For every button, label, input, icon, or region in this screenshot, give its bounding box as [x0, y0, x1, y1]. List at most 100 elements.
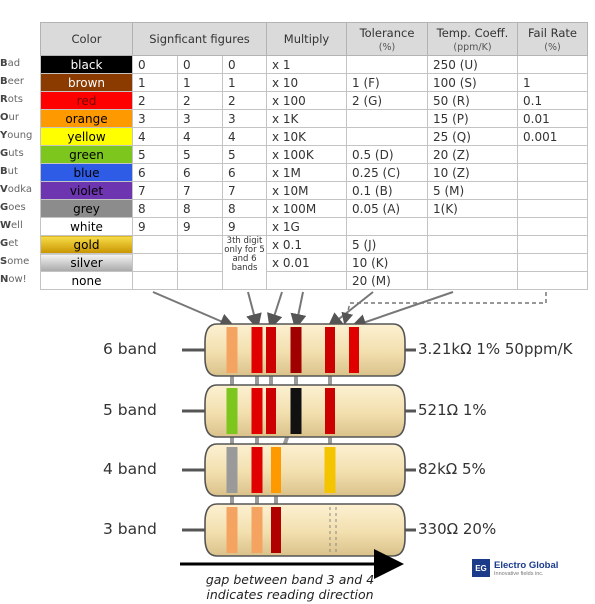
mnemonic-initial: B [0, 58, 8, 69]
color-code-table: Color Signficant figures Multiply Tolera… [40, 22, 588, 290]
mnemonic-rest: ow! [8, 274, 27, 285]
resistor-value-label: 82kΩ 5% [418, 460, 486, 478]
mnemonic-word: Some [0, 256, 29, 267]
band-count-label: 5 band [103, 401, 157, 419]
electro-global-logo: EG Electro Global Innovative fields inc. [472, 559, 558, 577]
mnemonic-initial: W [0, 220, 12, 231]
color-cell: blue [40, 163, 133, 182]
pointer-arrow [152, 291, 236, 329]
mnemonic-rest: ots [7, 94, 23, 105]
color-band [226, 388, 238, 434]
resistor-value-label: 3.21kΩ 1% 50ppm/K [418, 340, 573, 358]
pointer-arrow [326, 291, 374, 329]
mnemonic-word: Vodka [0, 184, 32, 195]
color-cell: green [40, 145, 133, 164]
color-band [226, 507, 238, 553]
third-digit-note: 3th digit only for 5 and 6 bands [222, 235, 267, 290]
color-band [271, 447, 281, 493]
tolerance-cell: 2 (G) [346, 91, 428, 110]
pointer-arrow [350, 291, 454, 330]
mnemonic-initial: B [0, 76, 8, 87]
color-cell: yellow [40, 127, 133, 146]
table-row: none 20 (M) [40, 271, 588, 290]
mnemonic-word: Bad [0, 58, 20, 69]
digit-2-cell [177, 271, 223, 290]
mnemonic-word: Guts [0, 148, 24, 159]
mnemonic-initial: G [0, 202, 9, 213]
fail-rate-cell: 0.01 [517, 109, 588, 128]
header-fail-rate: Fail Rate (%) [517, 22, 588, 56]
color-cell: white [40, 217, 133, 236]
mnemonic-rest: oung [7, 130, 33, 141]
temp-coeff-cell: 15 (P) [427, 109, 518, 128]
tolerance-cell: 0.5 (D) [346, 145, 428, 164]
header-temp-coeff: Temp. Coeff. (ppm/K) [427, 22, 518, 56]
table-row: yellow 4 4 4 x 10K 25 (Q) 0.001 [40, 127, 588, 146]
logo-mark-icon: EG [472, 559, 490, 577]
dashed-pointer-arrow [341, 292, 547, 325]
mnemonic-word: Well [0, 220, 23, 231]
temp-coeff-cell: 250 (U) [427, 55, 518, 74]
mnemonic-initial: V [0, 184, 8, 195]
multiplier-cell: x 10M [266, 181, 347, 200]
mnemonic-rest: ell [11, 220, 23, 231]
color-band [266, 388, 276, 434]
mnemonic-rest: odka [7, 184, 32, 195]
mnemonic-word: Goes [0, 202, 26, 213]
color-band [226, 327, 238, 373]
resistor-value-label: 521Ω 1% [418, 401, 487, 419]
caption-line-1: gap between band 3 and 4 [205, 572, 375, 587]
reading-direction-caption: gap between band 3 and 4 indicates readi… [150, 572, 430, 602]
color-band [325, 327, 335, 373]
band-count-label: 4 band [103, 460, 157, 478]
color-band [349, 327, 359, 373]
mnemonic-rest: ome [7, 256, 30, 267]
color-band [251, 388, 263, 434]
mnemonic-word: Young [0, 130, 32, 141]
mnemonic-initial: G [0, 238, 9, 249]
header-tolerance: Tolerance (%) [346, 22, 428, 56]
mnemonic-initial: S [0, 256, 8, 267]
mnemonic-initial: G [0, 148, 9, 159]
header-significant-figures: Signficant figures [132, 22, 267, 56]
multiplier-cell: x 1K [266, 109, 347, 128]
color-band [271, 507, 281, 553]
color-band [251, 447, 263, 493]
color-band [251, 327, 263, 373]
table-row: blue 6 6 6 x 1M 0.25 (C) 10 (Z) [40, 163, 588, 182]
logo-name: Electro Global [494, 559, 559, 571]
mnemonic-word: Beer [0, 76, 24, 87]
color-band [325, 388, 335, 434]
mnemonic-rest: eer [7, 76, 25, 87]
table-row: gold 3th digit only for 5 and 6 bands x 0.… [40, 235, 588, 290]
temp-coeff-cell: 100 (S) [427, 73, 518, 92]
table-row: silver x 0.01 10 (K) [40, 253, 588, 272]
color-cell: silver [40, 253, 133, 272]
mnemonic-initial: B [0, 166, 8, 177]
pointer-arrow [290, 291, 307, 330]
band-count-label: 3 band [103, 520, 157, 538]
table-row: brown 1 1 1 x 10 1 (F) 100 (S) 1 [40, 73, 588, 92]
multiplier-cell: x 1 [266, 55, 347, 74]
table-row: red 2 2 2 x 100 2 (G) 50 (R) 0.1 [40, 91, 588, 110]
pointer-arrow [246, 291, 262, 330]
color-cell: orange [40, 109, 133, 128]
temp-coeff-cell: 5 (M) [427, 181, 518, 200]
color-band [266, 327, 276, 373]
mnemonic-word: Now! [0, 274, 27, 285]
mnemonic-initial: R [0, 94, 8, 105]
fail-rate-cell [517, 271, 588, 290]
color-band [290, 327, 302, 373]
mnemonic-word: But [0, 166, 18, 177]
mnemonic-rest: uts [8, 148, 24, 159]
mnemonic-word: Our [0, 112, 19, 123]
band-count-label: 6 band [103, 340, 157, 358]
mnemonic-initial: Y [0, 130, 8, 141]
mnemonic-initial: O [0, 112, 9, 123]
resistor-value-label: 330Ω 20% [418, 520, 497, 538]
caption-line-2: indicates reading direction [206, 587, 374, 602]
table-row: black 0 0 0 x 1 250 (U) [40, 55, 588, 74]
mnemonic-word: Rots [0, 94, 23, 105]
tolerance-cell: 0.25 (C) [346, 163, 428, 182]
